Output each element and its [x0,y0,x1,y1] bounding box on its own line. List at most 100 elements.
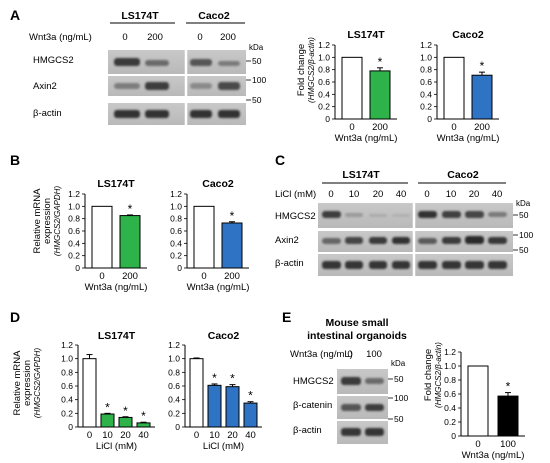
y-tick-label: 1.2 [318,40,330,50]
panel-a-blot: LS174T Caco2 Wnt3a (ng/mL) 0 200 0 200 k… [29,10,266,126]
blot-e-row-label-2: β-catenin [293,400,332,411]
blot-e-strip-2 [337,396,388,419]
panel-b-ylabel: Relative mRNA expression (HMGCS2/GAPDH) [32,186,62,257]
blot-e-row-label-3: β-actin [293,425,322,436]
blot-a-lane-4: 200 [220,32,236,43]
blot-a-lane-1: 0 [122,32,127,43]
y-tick-label: 0 [177,263,182,273]
panel-c-blot: LS174T Caco2 LiCl (mM) 0 10 20 40 0 10 2… [275,169,533,278]
x-axis-label: LiCl (mM) [203,441,244,452]
bar [119,215,141,269]
bar [341,56,363,120]
x-tick-label: 200 [372,122,388,133]
x-tick-label: 0 [349,122,354,133]
panel-e-letter: E [282,309,291,325]
y-tick-label: 0.2 [444,417,456,427]
y-tick-label: 1.2 [61,340,73,350]
blot-c-marker-1: 50 [519,210,529,220]
blot-c-marker-2: 100 [519,230,533,240]
x-axis-label: Wnt3a (ng/mL) [462,450,525,461]
blot-a-strip-2 [108,76,246,96]
y-tick-label: 0.2 [318,102,330,112]
blot-a-strip-3 [108,103,246,125]
blot-a-marker-1: 50 [252,56,262,66]
panel-d: D Relative mRNA expression (HMGCS2/GAPDH… [10,309,42,418]
blot-c-treatment-label: LiCl (mM) [275,189,316,200]
blot-c-band-actin-5 [418,261,437,269]
blot-e-band-hmgcs2-1 [341,377,361,385]
y-tick-label: 0.4 [61,395,73,405]
panel-a: A LS174T Caco2 Wnt3a (ng/mL) 0 200 0 200… [10,7,316,126]
blot-c-lane-2: 10 [349,189,360,200]
bar [221,222,243,269]
blot-e-band-actin-1 [341,428,361,436]
y-tick-label: 0 [427,114,432,124]
blot-a-band-axin2-1 [114,83,140,89]
significance-marker: * [378,55,383,69]
blot-c-band-axin2-4 [392,237,410,244]
bar [467,365,489,437]
significance-marker: * [123,404,128,418]
blot-c-band-axin2-2 [345,237,363,244]
x-axis-label: Wnt3a (ng/mL) [437,133,500,144]
blot-a-kda: kDa [249,43,264,52]
blot-c-lane-5: 0 [424,189,429,200]
blot-a-band-hmgcs2-4 [218,61,240,66]
y-tick-label: 0.8 [168,367,180,377]
y-tick-label: 0.6 [170,226,182,236]
y-tick-label: 0.8 [68,214,80,224]
blot-a-row-label-1: HMGCS2 [33,55,74,66]
bar [136,422,151,428]
bar [118,416,133,428]
blot-e-title-line1: Mouse small [325,317,388,329]
x-tick-label: 0 [475,439,480,450]
blot-c-band-actin-6 [442,261,461,269]
panel-d-letter: D [10,309,20,325]
x-tick-label: 200 [122,271,138,282]
y-tick-label: 1.0 [68,201,80,211]
bar [193,205,215,269]
y-tick-label: 0 [75,263,80,273]
blot-a-lane-3: 0 [197,32,202,43]
blot-c-strip-3 [318,254,513,276]
blot-a-row-label-2: Axin2 [33,81,57,92]
blot-e-band-actin-2 [365,428,384,436]
blot-c-lane-3: 20 [373,189,384,200]
blot-c-band-hmgcs2-6 [442,211,461,218]
blot-c-lane-4: 40 [396,189,407,200]
x-axis-label: Wnt3a (ng/mL) [335,133,398,144]
x-tick-label: 0 [194,430,199,441]
x-tick-label: 40 [138,430,149,441]
chart-title: LS174T [98,330,136,342]
blot-c-band-actin-4 [392,261,410,269]
y-tick-label: 0.6 [420,77,432,87]
blot-c-band-hmgcs2-1 [322,211,341,218]
bar [471,74,493,120]
panel-a-letter: A [10,7,20,23]
y-tick-label: 1.0 [444,361,456,371]
blot-a-group-caco2: Caco2 [198,10,230,22]
blot-a-band-actin-4 [218,110,240,118]
y-tick-label: 1.0 [170,201,182,211]
blot-e-lane-1: 0 [347,349,352,360]
significance-marker: * [506,380,511,394]
x-tick-label: 20 [120,430,131,441]
blot-a-band-hmgcs2-1 [114,58,140,66]
y-tick-label: 0.6 [68,226,80,236]
y-tick-label: 0 [325,114,330,124]
blot-c-kda: kDa [516,199,531,208]
chart-title: Caco2 [202,178,234,190]
panel-b-ylabel-line2: expression [42,198,53,244]
y-tick-label: 1.2 [420,40,432,50]
blot-a-marker-3: 50 [252,95,262,105]
x-tick-label: 0 [451,122,456,133]
y-tick-label: 0.8 [444,375,456,385]
bar [100,413,115,428]
y-tick-label: 0.4 [168,395,180,405]
bar [369,70,391,120]
blot-a-group-ls174t: LS174T [121,10,159,22]
bar [91,205,113,269]
